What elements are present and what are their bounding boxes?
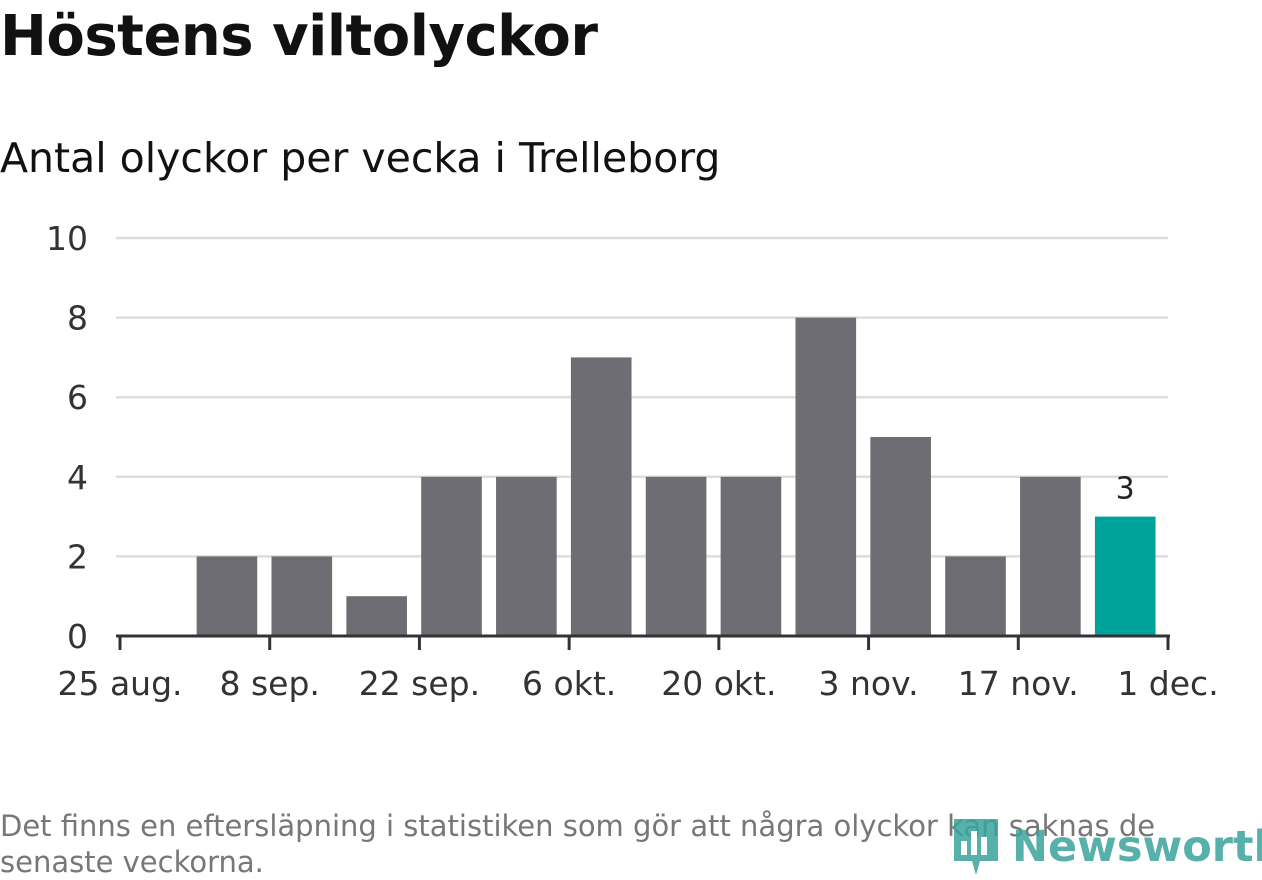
x-tick-label: 25 aug. bbox=[57, 664, 182, 703]
tick-labels: 0 2 4 6 8 10 3 25 aug. 8 sep. 22 sep. 6 okt. 20 okt… bbox=[46, 219, 1219, 703]
y-tick-label: 0 bbox=[67, 617, 88, 656]
bars bbox=[196, 317, 1156, 636]
x-tick-label: 3 nov. bbox=[819, 664, 919, 703]
x-tick-label: 17 nov. bbox=[958, 664, 1079, 703]
bar bbox=[421, 476, 482, 636]
y-tick-label: 6 bbox=[67, 378, 88, 417]
bar-chart-pin-icon bbox=[954, 819, 998, 875]
newsworthy-logo[interactable]: Newsworthy bbox=[950, 814, 1262, 880]
bar-highlighted bbox=[1094, 516, 1156, 636]
bar bbox=[645, 476, 707, 636]
logo-text: Newsworthy bbox=[1012, 822, 1262, 872]
bar bbox=[271, 556, 333, 636]
grid-lines bbox=[116, 236, 1168, 558]
bar bbox=[570, 357, 632, 636]
data-label: 3 bbox=[1116, 472, 1135, 507]
y-tick-label: 4 bbox=[67, 458, 88, 497]
x-axis bbox=[116, 634, 1170, 650]
x-tick-label: 6 okt. bbox=[522, 664, 616, 703]
x-tick-label: 8 sep. bbox=[220, 664, 320, 703]
bar bbox=[945, 556, 1006, 636]
y-tick-label: 2 bbox=[67, 537, 88, 576]
y-tick-label: 8 bbox=[67, 299, 88, 338]
x-tick-label: 22 sep. bbox=[359, 664, 480, 703]
x-tick-label: 1 dec. bbox=[1117, 664, 1218, 703]
bar bbox=[795, 317, 857, 636]
x-tick-label: 20 okt. bbox=[661, 664, 776, 703]
chart-title: Höstens viltolyckor bbox=[0, 4, 598, 69]
bar bbox=[196, 556, 258, 636]
chart-subtitle: Antal olyckor per vecka i Trelleborg bbox=[0, 134, 721, 182]
y-tick-label: 10 bbox=[46, 219, 88, 258]
bar-chart: 0 2 4 6 8 10 3 25 aug. 8 sep. 22 sep. 6 okt. 20 okt… bbox=[46, 219, 1219, 703]
bar bbox=[1020, 476, 1081, 636]
bar bbox=[346, 596, 407, 636]
bar bbox=[496, 476, 557, 636]
bar bbox=[720, 476, 782, 636]
bar bbox=[870, 437, 931, 636]
